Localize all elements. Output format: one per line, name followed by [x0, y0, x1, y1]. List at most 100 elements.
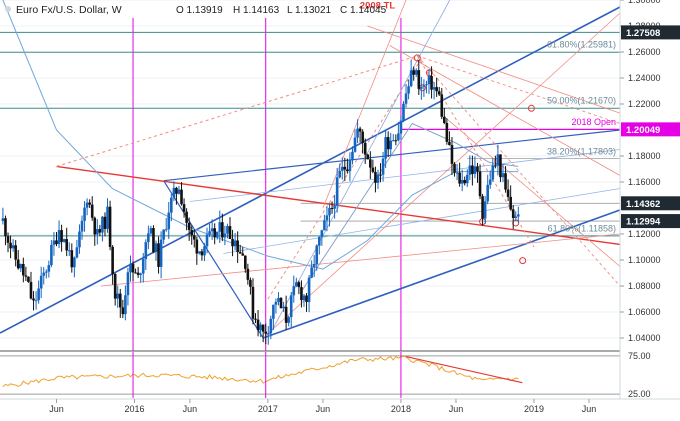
candle-body [465, 174, 469, 184]
candle-body [195, 239, 199, 254]
candle-body [75, 247, 79, 258]
candle-body [330, 207, 334, 209]
candle-body [62, 239, 66, 242]
y-tick-label: 1.22000 [628, 99, 661, 109]
candle-body [274, 301, 278, 305]
candle-body [200, 251, 204, 256]
annotation-label: 50.00%(1.21670) [547, 95, 616, 105]
candle-body [116, 293, 120, 299]
x-tick-label: Jun [582, 404, 597, 414]
rsi-layer [0, 350, 680, 398]
channel-mid-line [163, 129, 621, 182]
candle-body [282, 306, 285, 309]
channel-parallel-line [223, 188, 621, 254]
candle-body [251, 286, 255, 319]
x-tick-label: Jun [449, 404, 464, 414]
candle-body [425, 84, 428, 86]
candle-body [215, 231, 219, 238]
candle-body [50, 244, 53, 266]
candle-body [231, 238, 234, 247]
candle-body [358, 128, 362, 132]
candle-body [210, 228, 214, 232]
candle-body [1, 218, 5, 221]
candle-body [376, 174, 380, 183]
channel-lower-line [262, 209, 621, 339]
candle-body [389, 140, 393, 150]
candle-body [443, 116, 446, 123]
candle-body [440, 94, 444, 117]
candle-body [343, 166, 347, 170]
candle-body [16, 259, 20, 269]
candle-body [476, 166, 479, 172]
candle-body [478, 171, 482, 197]
candle-body [300, 287, 303, 301]
annotation-label: 38.20%(1.17803) [547, 147, 616, 157]
candle-body [404, 93, 408, 104]
candle-body [93, 217, 97, 235]
candle-body [162, 229, 165, 240]
candle-body [9, 242, 12, 249]
ohlc-open: O 1.13919 [176, 5, 223, 16]
candle-body [340, 166, 344, 171]
candle-body [499, 154, 502, 178]
price-tag-box [621, 122, 680, 137]
candle-body [460, 179, 464, 184]
candle-body [187, 222, 191, 230]
candle-body [402, 103, 405, 121]
candle-body [374, 171, 377, 183]
candle-body [60, 230, 63, 242]
y-tick-label: 1.24000 [628, 73, 661, 83]
candle-body [44, 271, 48, 273]
candle-body [124, 295, 127, 315]
candle-body [432, 87, 436, 90]
y-tick-label: 1.12000 [628, 229, 661, 239]
steep-line [267, 0, 451, 339]
candle-body [19, 263, 23, 269]
candle-body [22, 263, 25, 276]
candle-body [241, 253, 245, 256]
channel-parallel-line [189, 149, 621, 202]
y-tick-label: 1.08000 [628, 281, 661, 291]
candle-body [437, 91, 441, 95]
candle-body [312, 264, 316, 268]
candle-body [101, 216, 104, 233]
candle-body [213, 228, 216, 238]
red-thin-line [262, 12, 621, 339]
candle-body [333, 205, 336, 209]
candle-body [103, 216, 107, 229]
y-tick-label: 1.18000 [628, 151, 661, 161]
candle-body [458, 172, 461, 184]
candle-body [175, 187, 178, 194]
candle-body [47, 265, 51, 272]
candle-body [264, 331, 268, 334]
candle-body [159, 239, 163, 267]
legend: Euro Fx/U.S. Dollar, W O 1.13919 H 1.141… [5, 4, 387, 16]
y-tick-label: 1.10000 [628, 255, 661, 265]
candle-body [139, 273, 142, 275]
candle-body [483, 201, 487, 219]
candle-body [417, 70, 421, 89]
candle-body [203, 246, 206, 256]
candle-body [73, 257, 76, 268]
candle-body [289, 295, 293, 318]
price-tag-label: 1.12994 [626, 217, 661, 228]
candle-body [244, 255, 247, 269]
candle-body [136, 272, 140, 275]
legend-dot [5, 6, 11, 12]
candle-body [338, 170, 342, 178]
pivot-circle [527, 104, 535, 112]
candle-body [351, 151, 354, 161]
candle-body [208, 231, 211, 235]
rsi-tick-label: 25.00 [628, 389, 651, 399]
candle-body [287, 317, 290, 323]
candle-body [42, 272, 46, 276]
candle-body [494, 165, 497, 167]
candle-body [430, 75, 433, 90]
candle-body [11, 245, 15, 249]
candle-body [307, 277, 311, 303]
candle-body [113, 273, 117, 299]
red-thin-line [389, 45, 621, 176]
rsi-tick-label: 75.00 [628, 351, 651, 361]
rsi-panel [0, 352, 620, 398]
